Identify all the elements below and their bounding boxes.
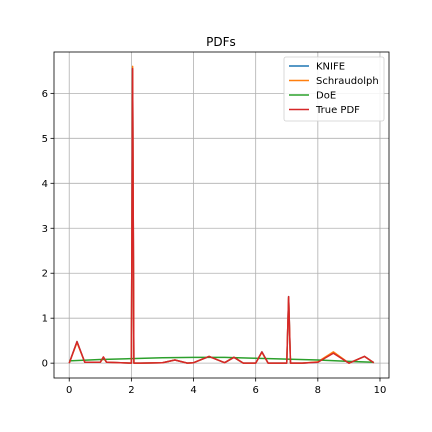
- y-tick-label: 0: [42, 359, 48, 370]
- plot-frame: [53, 51, 390, 379]
- y-tick-label: 4: [42, 179, 48, 190]
- x-tick-label: 8: [315, 385, 321, 396]
- x-tick-label: 10: [374, 385, 387, 396]
- series-line-doe: [69, 356, 374, 364]
- y-tick-label: 5: [42, 134, 48, 145]
- x-axis: 0 2 4 6 8 10: [66, 378, 386, 396]
- x-tick-label: 2: [128, 385, 134, 396]
- x-tick-label: 6: [252, 385, 258, 396]
- legend-label-knife: KNIFE: [316, 62, 345, 73]
- legend-box: [283, 56, 385, 122]
- y-tick-label: 3: [42, 224, 48, 235]
- plot-lines: [68, 65, 375, 364]
- y-tick-label: 1: [42, 314, 48, 325]
- legend-label-schraudolph: Schraudolph: [316, 76, 379, 87]
- y-tick-label: 6: [42, 89, 48, 100]
- y-tick-label: 2: [42, 269, 48, 280]
- y-axis: 0 1 2 3 4 5 6: [42, 89, 54, 370]
- x-tick-label: 4: [190, 385, 196, 396]
- x-tick-label: 0: [66, 385, 72, 396]
- legend-label-true-pdf: True PDF: [315, 105, 360, 116]
- chart-title: PDFs: [206, 35, 236, 49]
- legend-label-doe: DoE: [316, 91, 336, 102]
- legend: KNIFE Schraudolph DoE True PDF: [283, 56, 385, 122]
- series-line-true-pdf: [68, 67, 375, 364]
